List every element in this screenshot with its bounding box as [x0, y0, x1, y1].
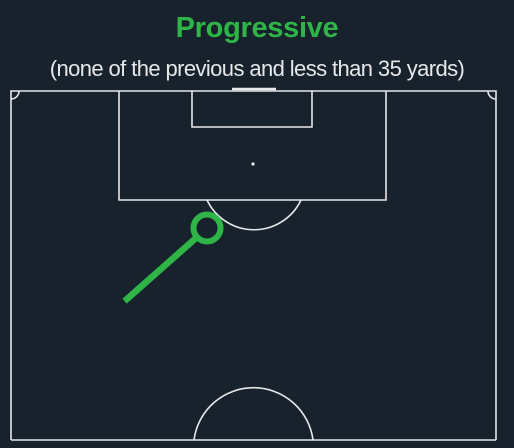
pass-arrow-end-circle — [190, 211, 224, 245]
centre-circle — [193, 387, 314, 441]
corner-arc-left — [10, 90, 20, 100]
penalty-arc — [206, 199, 302, 231]
corner-arc-right — [487, 90, 497, 100]
penalty-area — [118, 91, 387, 201]
penalty-spot — [251, 162, 255, 166]
diagram-subtitle: (none of the previous and less than 35 y… — [49, 56, 465, 81]
pass-arrow-line — [122, 233, 201, 304]
diagram-title: Progressive — [175, 12, 339, 44]
goal-area — [191, 91, 313, 128]
pitch-boundary — [10, 90, 497, 440]
pass-arrow-icon — [122, 211, 224, 304]
